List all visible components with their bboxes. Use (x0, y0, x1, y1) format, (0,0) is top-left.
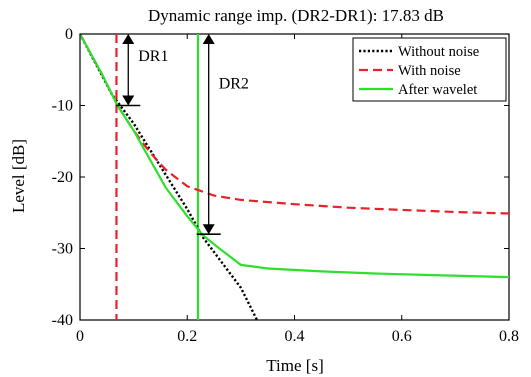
y-tick-label-4: -30 (52, 241, 73, 258)
x-tick-label-5: 0.8 (499, 328, 519, 345)
y-tick-label-3: -20 (52, 169, 73, 186)
series-line-1 (80, 34, 259, 320)
annotation-arrowhead-bottom-1 (122, 95, 135, 106)
y-tick-label-5: -40 (52, 312, 73, 329)
annotation-label-2: DR2 (219, 75, 249, 92)
x-axis-label: Time [s] (266, 356, 323, 375)
axis-ticks: 0 0.2 0.4 0.6 0.8 0 -10 -20 -30 -40 (52, 26, 519, 345)
chart-title: Dynamic range imp. (DR2-DR1): 17.83 dB (148, 6, 444, 25)
legend-label-2: With noise (398, 63, 461, 79)
annotation-arrowhead-top-1 (122, 34, 135, 44)
x-tick-label-2: 0.2 (177, 328, 197, 345)
y-axis-label: Level [dB] (9, 139, 28, 213)
y-tick-label-1: 0 (65, 26, 73, 43)
legend-label-3: After wavelet (398, 82, 477, 98)
annotation-label-1: DR1 (138, 48, 168, 65)
x-tick-label-4: 0.6 (392, 328, 412, 345)
legend-label-1: Without noise (398, 44, 479, 60)
series-group (80, 34, 509, 320)
series-line-3 (80, 34, 509, 279)
annotation-arrowhead-top-2 (202, 34, 215, 44)
y-tick-label-2: -10 (52, 98, 73, 115)
annotation-arrowhead-bottom-2 (202, 224, 215, 235)
plot-area: DR1 DR2 (79, 33, 510, 321)
x-tick-label-3: 0.4 (285, 328, 305, 345)
x-tick-label-1: 0 (76, 328, 84, 345)
legend: Without noise With noise After wavelet (352, 37, 507, 102)
